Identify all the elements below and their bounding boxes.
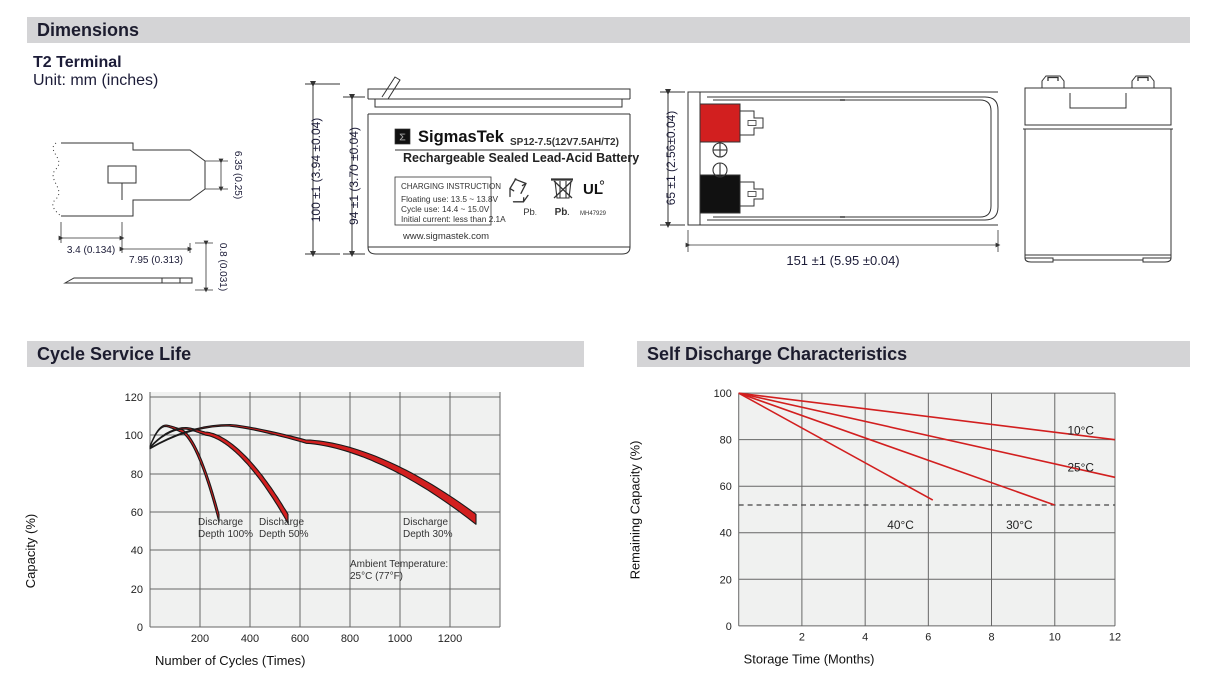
svg-text:Pb.: Pb.: [523, 207, 537, 218]
svg-text:80: 80: [131, 469, 143, 481]
svg-text:100 ±1 (3.94 ±0.04): 100 ±1 (3.94 ±0.04): [309, 118, 323, 223]
svg-text:Pb.: Pb.: [555, 207, 570, 218]
svg-text:Depth 30%: Depth 30%: [403, 529, 453, 540]
svg-text:UL: UL: [583, 181, 603, 198]
svg-text:Ambient Temperature:: Ambient Temperature:: [350, 559, 448, 570]
svg-text:800: 800: [341, 633, 359, 645]
svg-text:Depth 50%: Depth 50%: [259, 529, 309, 540]
svg-text:Storage Time (Months): Storage Time (Months): [744, 651, 875, 666]
svg-text:MH47929: MH47929: [580, 211, 607, 217]
svg-text:Depth 100%: Depth 100%: [198, 529, 253, 540]
svg-text:Cycle use: 14.4 ~ 15.0V: Cycle use: 14.4 ~ 15.0V: [401, 204, 490, 214]
svg-text:CHARGING INSTRUCTION: CHARGING INSTRUCTION: [401, 182, 501, 191]
svg-text:SP12-7.5(12V7.5AH/T2): SP12-7.5(12V7.5AH/T2): [510, 137, 619, 148]
svg-text:100: 100: [125, 430, 143, 442]
svg-text:40°C: 40°C: [887, 518, 914, 532]
svg-text:600: 600: [291, 633, 309, 645]
svg-text:Discharge: Discharge: [403, 517, 448, 528]
svg-text:2: 2: [799, 632, 805, 644]
svg-text:Initial current: less than 2.1: Initial current: less than 2.1A: [401, 214, 506, 224]
svg-text:12: 12: [1109, 632, 1121, 644]
svg-text:25°C: 25°C: [1067, 460, 1094, 474]
svg-text:10: 10: [1049, 632, 1061, 644]
svg-text:6.35 (0.25): 6.35 (0.25): [232, 151, 243, 199]
svg-text:20: 20: [131, 584, 143, 596]
svg-text:120: 120: [125, 392, 143, 404]
svg-text:151 ±1 (5.95 ±0.04): 151 ±1 (5.95 ±0.04): [786, 253, 899, 268]
svg-text:40: 40: [131, 545, 143, 557]
svg-text:Σ: Σ: [399, 132, 405, 144]
svg-text:8: 8: [988, 632, 994, 644]
svg-text:Capacity (%): Capacity (%): [23, 514, 38, 588]
svg-text:Discharge: Discharge: [198, 517, 243, 528]
svg-text:3.4 (0.134): 3.4 (0.134): [67, 245, 115, 256]
svg-text:100: 100: [714, 388, 732, 400]
svg-text:7.95 (0.313): 7.95 (0.313): [129, 255, 183, 266]
svg-text:30°C: 30°C: [1006, 518, 1033, 532]
svg-text:20: 20: [720, 574, 732, 586]
svg-text:Remaining Capacity (%): Remaining Capacity (%): [628, 441, 643, 580]
svg-text:1200: 1200: [438, 633, 462, 645]
svg-text:Number of Cycles (Times): Number of Cycles (Times): [155, 653, 305, 668]
svg-text:25°C (77°F): 25°C (77°F): [350, 571, 403, 582]
svg-text:1000: 1000: [388, 633, 412, 645]
svg-text:60: 60: [720, 481, 732, 493]
svg-text:80: 80: [720, 435, 732, 447]
svg-text:400: 400: [241, 633, 259, 645]
svg-text:www.sigmastek.com: www.sigmastek.com: [402, 231, 489, 242]
svg-text:Floating use: 13.5 ~ 13.8V: Floating use: 13.5 ~ 13.8V: [401, 194, 499, 204]
svg-text:40: 40: [720, 528, 732, 540]
svg-text:10°C: 10°C: [1067, 424, 1094, 438]
svg-text:Rechargeable Sealed Lead-Acid: Rechargeable Sealed Lead-Acid Battery: [403, 151, 639, 165]
svg-text:Discharge: Discharge: [259, 517, 304, 528]
svg-text:200: 200: [191, 633, 209, 645]
svg-text:60: 60: [131, 507, 143, 519]
svg-text:0.8 (0.031): 0.8 (0.031): [217, 243, 228, 291]
svg-text:0: 0: [726, 621, 732, 633]
svg-text:6: 6: [925, 632, 931, 644]
svg-text:SigmasTek: SigmasTek: [418, 128, 505, 146]
svg-text:65 ±1 (2.56±0.04): 65 ±1 (2.56±0.04): [664, 111, 678, 206]
svg-text:94 ±1 (3.70 ±0.04): 94 ±1 (3.70 ±0.04): [347, 127, 361, 225]
svg-text:4: 4: [862, 632, 868, 644]
